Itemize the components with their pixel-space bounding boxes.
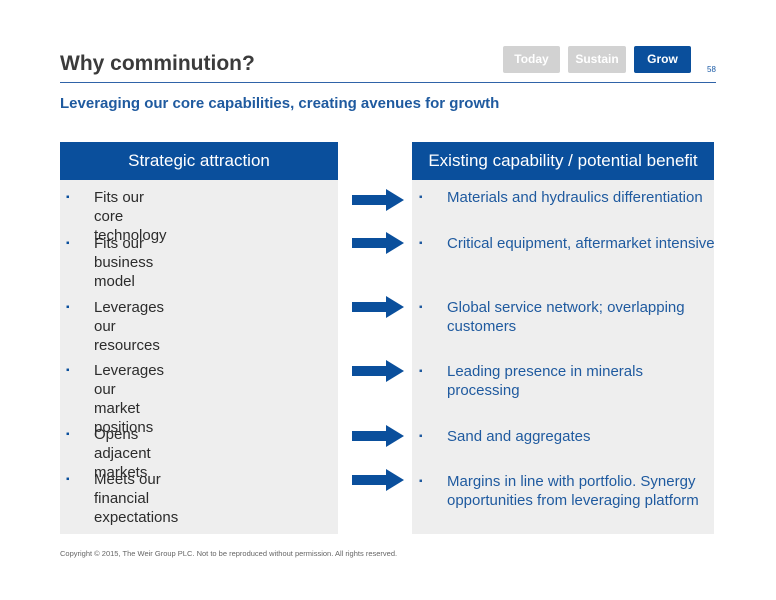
arrow-right-icon [352, 360, 404, 382]
left-item-text: Fits our core technology [94, 189, 167, 244]
arrow-right-icon [352, 232, 404, 254]
bullet-icon: ▪ [66, 474, 70, 485]
left-item-text: Leverages our resources [94, 299, 165, 354]
right-item-text: Critical equipment, aftermarket intensiv… [447, 235, 715, 252]
bullet-icon: ▪ [66, 429, 70, 440]
bullet-icon: ▪ [419, 192, 423, 203]
grow-tab[interactable]: Grow [634, 46, 691, 73]
right-item-text: Global service network; overlapping cust… [447, 299, 685, 335]
strategic-attraction-panel: Strategic attraction [60, 142, 338, 534]
bullet-icon: ▪ [66, 192, 70, 203]
right-item-text: Materials and hydraulics differentiation [447, 189, 703, 206]
bullet-icon: ▪ [419, 366, 423, 377]
right-item-text: Sand and aggregates [447, 428, 591, 445]
left-item-text: Meets our financial expectations [94, 471, 179, 526]
left-item-text: Fits our business model [94, 235, 154, 290]
bullet-icon: ▪ [66, 302, 70, 313]
copyright-footer: Copyright © 2015, The Weir Group PLC. No… [60, 549, 398, 558]
arrow-right-icon [352, 469, 404, 491]
arrow-right-icon [352, 189, 404, 211]
strategic-attraction-heading: Strategic attraction [60, 142, 338, 180]
bullet-icon: ▪ [419, 302, 423, 313]
bullet-icon: ▪ [419, 238, 423, 249]
arrow-right-icon [352, 296, 404, 318]
slide-title: Why comminution? [60, 52, 255, 75]
right-item-text: Margins in line with portfolio. Synergy … [447, 473, 699, 509]
title-divider [60, 82, 716, 83]
slide-subtitle: Leveraging our core capabilities, creati… [60, 95, 500, 112]
capability-benefit-heading: Existing capability / potential benefit [412, 142, 714, 180]
arrow-right-icon [352, 425, 404, 447]
today-tab[interactable]: Today [503, 46, 560, 73]
sustain-tab[interactable]: Sustain [568, 46, 626, 73]
bullet-icon: ▪ [66, 365, 70, 376]
left-item-text: Opens adjacent markets [94, 426, 151, 481]
page-number: 58 [707, 65, 716, 74]
pill-nav: Today Sustain Grow [503, 46, 691, 73]
left-item-text: Leverages our market positions [94, 362, 165, 436]
capability-benefit-panel: Existing capability / potential benefit [412, 142, 714, 534]
bullet-icon: ▪ [66, 238, 70, 249]
bullet-icon: ▪ [419, 431, 423, 442]
bullet-icon: ▪ [419, 476, 423, 487]
right-item-text: Leading presence in minerals processing [447, 363, 643, 399]
